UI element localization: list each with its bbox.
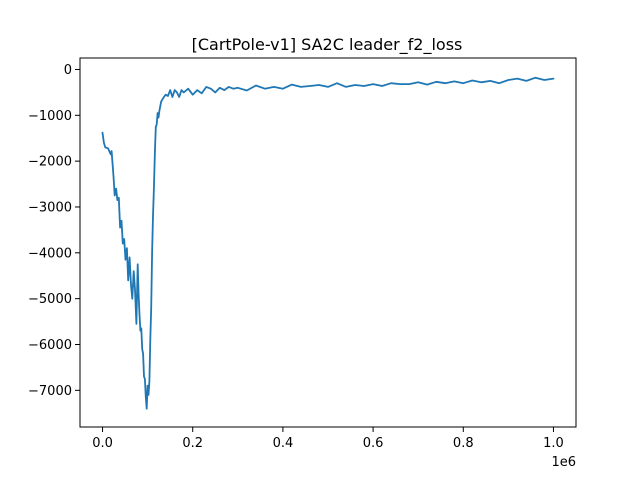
y-tick-label: −3000 — [28, 200, 72, 215]
x-axis: 0.0 0.2 0.4 0.6 0.8 1.0 — [92, 427, 564, 451]
plot-area — [79, 57, 577, 428]
y-tick-label: −6000 — [28, 338, 72, 353]
y-tick-label: −1000 — [28, 109, 72, 124]
y-tick-label: −2000 — [28, 155, 72, 170]
y-tick-label: −7000 — [28, 384, 72, 399]
chart-title: [CartPole-v1] SA2C leader_f2_loss — [192, 35, 463, 55]
x-tick-label: 0.0 — [92, 436, 113, 451]
x-tick-label: 1.0 — [543, 436, 564, 451]
x-tick-label: 0.6 — [363, 436, 384, 451]
y-axis: 0 −1000 −2000 −3000 −4000 −5000 −6000 −7000 — [28, 63, 80, 399]
x-tick-label: 0.4 — [273, 436, 294, 451]
x-axis-offset-label: 1e6 — [551, 455, 576, 470]
plot-frame — [79, 57, 577, 428]
x-tick-label: 0.2 — [182, 436, 203, 451]
x-tick-label: 0.8 — [453, 436, 474, 451]
y-tick-label: −4000 — [28, 246, 72, 261]
series-line-0 — [101, 76, 555, 410]
y-tick-label: 0 — [64, 63, 72, 78]
y-tick-label: −5000 — [28, 292, 72, 307]
